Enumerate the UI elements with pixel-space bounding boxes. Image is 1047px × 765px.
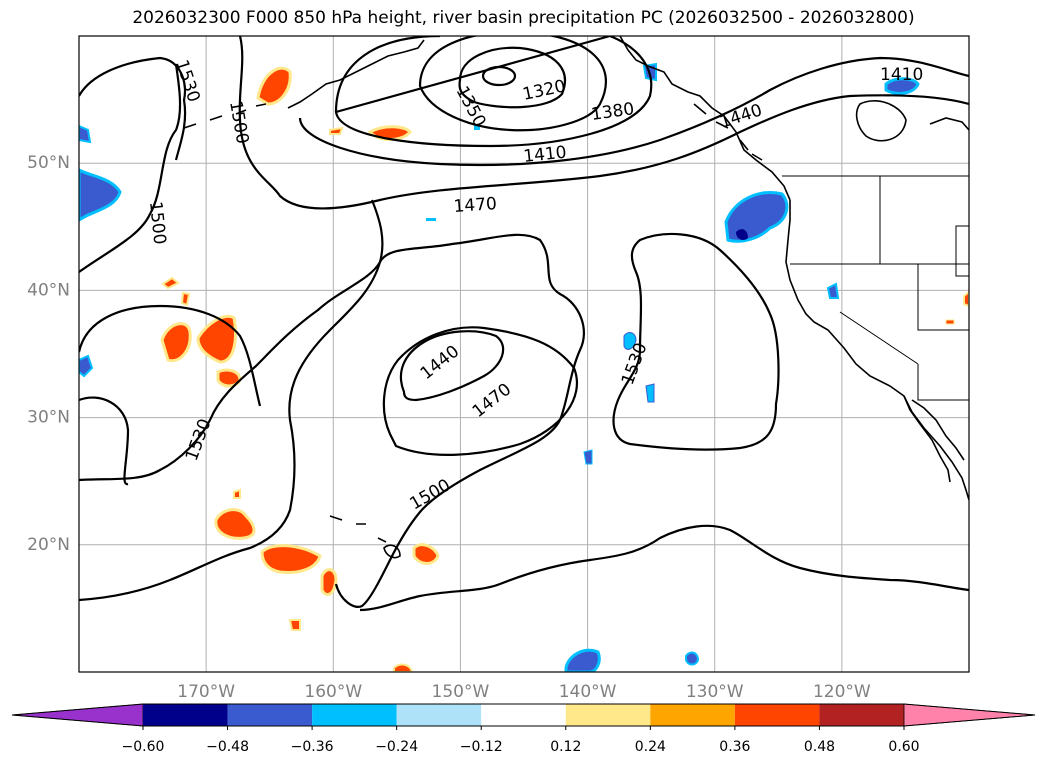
precip-area (623, 332, 637, 350)
contour-1470-low (382, 326, 579, 456)
colorbar-segment (227, 704, 313, 726)
border-us-states (790, 176, 969, 401)
precip-area (196, 314, 237, 364)
coastline-hawaii (329, 515, 401, 559)
lon-label: 150°W (432, 682, 490, 702)
lon-label: 130°W (686, 682, 744, 702)
precip-area (724, 191, 789, 243)
colorbar-tick-label: 0.12 (550, 739, 581, 755)
precip-area (79, 354, 94, 378)
colorbar-tick-label: −0.24 (375, 739, 418, 755)
colorbar-extend-low (11, 703, 144, 727)
longitude-labels: 170°W 160°W 150°W 140°W 130°W 120°W (177, 682, 871, 702)
coastline-baja (903, 395, 951, 483)
colorbar-extend-high (903, 703, 1036, 727)
colorbar-segment (396, 704, 482, 726)
map-title: 2026032300 F000 850 hPa height, river ba… (132, 8, 915, 28)
precip-area (180, 291, 191, 307)
precip-area (367, 125, 412, 141)
contour-1440-low (399, 330, 505, 402)
negative-precip-areas (79, 62, 920, 672)
contour-1350 (418, 36, 607, 132)
precip-area (161, 276, 180, 290)
colorbar-tick-label: −0.36 (291, 739, 334, 755)
precip-area (79, 168, 122, 222)
contour-label: 1500 (145, 200, 169, 245)
lat-label: 20°N (27, 535, 70, 555)
lat-label: 40°N (27, 280, 70, 300)
precip-area (79, 124, 92, 144)
precip-area (963, 290, 969, 308)
precip-area (826, 282, 840, 299)
contour-1530-east (612, 232, 780, 451)
coastline-aleutians (183, 103, 267, 129)
colorbar-segment (481, 704, 566, 726)
precip-area (645, 383, 655, 403)
coastline-gulf-of-california (911, 399, 965, 461)
lat-label: 50°N (27, 153, 70, 173)
contour-1380 (334, 36, 653, 148)
colorbar-segment (565, 704, 651, 726)
contour-label: 1410 (880, 65, 923, 85)
colorbar-segment (734, 704, 820, 726)
precip-area (288, 619, 301, 631)
colorbar-segment (819, 704, 904, 726)
precip-area (329, 126, 344, 135)
coastline-us-west (785, 200, 969, 501)
precip-core (736, 229, 748, 240)
coastline-alaska-panhandle (619, 36, 791, 201)
colorbar (11, 703, 1036, 730)
lon-label: 160°W (304, 682, 362, 702)
coastlines (183, 36, 969, 559)
lon-label: 140°W (559, 682, 617, 702)
contour-label: 1470 (453, 194, 498, 217)
precip-area (945, 319, 955, 325)
border-state (955, 225, 969, 277)
precip-area (685, 651, 700, 666)
colorbar-labels: −0.60 −0.48 −0.36 −0.24 −0.12 0.12 0.24 … (122, 739, 920, 755)
colorbar-tick-label: 0.60 (888, 739, 919, 755)
colorbar-tick-label: −0.48 (206, 739, 249, 755)
colorbar-tick-label: 0.48 (804, 739, 835, 755)
colorbar-tick-label: 0.36 (719, 739, 750, 755)
contour-1320 (458, 46, 567, 109)
coastline-alaska-peninsula (287, 39, 425, 109)
precip-area (260, 544, 322, 574)
coastline-northeast (929, 117, 969, 131)
precip-area (256, 66, 292, 106)
contour-label: 1410 (522, 143, 567, 167)
height-contours (79, 36, 969, 612)
colorbar-tick-label: −0.12 (460, 739, 503, 755)
contour-1530-west (79, 304, 262, 407)
precip-area (412, 543, 440, 565)
colorbar-segment (650, 704, 735, 726)
contour-1470-north (238, 36, 969, 210)
positive-precip-areas (160, 66, 969, 672)
contour-1530-south (359, 524, 969, 612)
latitude-labels: 50°N 40°N 30°N 20°N (27, 153, 70, 555)
precip-area (583, 449, 593, 465)
lon-label: 170°W (177, 682, 235, 702)
contour-1500-main (79, 233, 585, 608)
lat-label: 30°N (27, 408, 70, 428)
precip-area (426, 218, 436, 221)
colorbar-tick-label: 0.24 (635, 739, 666, 755)
coastline-islands (693, 103, 763, 161)
precip-area (320, 568, 338, 597)
borders (782, 175, 969, 401)
lon-label: 120°W (813, 682, 871, 702)
precip-area (884, 77, 920, 95)
colorbar-segment (143, 704, 228, 726)
map-frame (78, 35, 970, 673)
precip-shading (79, 62, 969, 672)
precip-area (233, 488, 241, 499)
precip-area (214, 508, 256, 540)
precip-area (160, 322, 192, 363)
contour-1500-west (79, 63, 182, 273)
coastline-inland-lake (855, 100, 907, 142)
colorbar-segment (312, 704, 397, 726)
colorbar-tick-label: −0.60 (122, 739, 165, 755)
precip-area (393, 663, 414, 672)
